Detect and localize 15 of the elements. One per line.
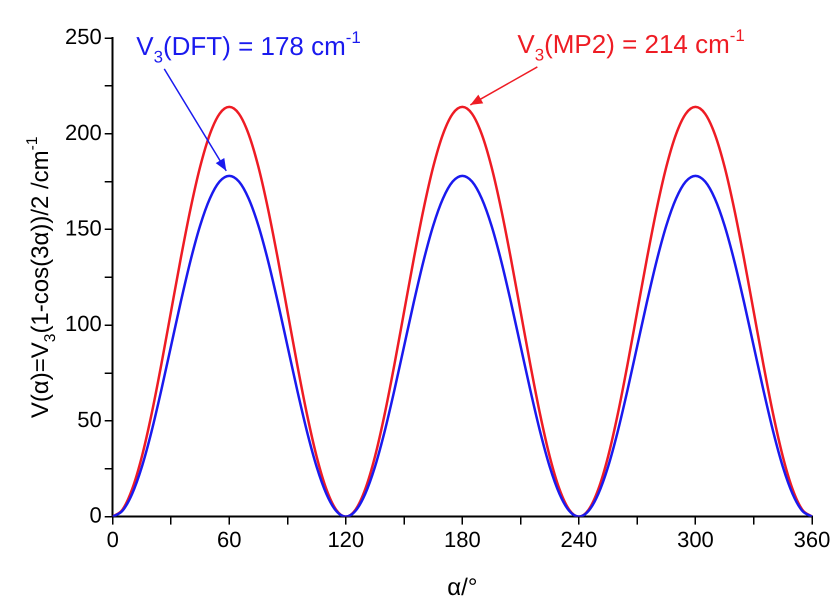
y-tick-label: 100: [64, 311, 102, 336]
y-tick-label: 200: [64, 120, 102, 145]
x-tick-label: 120: [327, 526, 364, 552]
x-axis-title: α/°: [447, 574, 478, 601]
x-tick-label: 240: [560, 526, 598, 552]
x-tick-label: 0: [106, 526, 119, 552]
y-tick-label: 0: [89, 502, 102, 528]
y-tick-label: 50: [77, 406, 102, 432]
y-tick-label: 250: [64, 24, 102, 50]
y-axis-title: V(α)=V3(1-cos(3α))/2 /cm-1: [24, 136, 60, 418]
y-tick-label: 150: [64, 216, 102, 241]
x-tick-label: 180: [444, 526, 481, 552]
x-tick-label: 300: [677, 526, 714, 552]
x-tick-label: 360: [794, 526, 830, 552]
x-tick-label: 60: [217, 526, 242, 552]
